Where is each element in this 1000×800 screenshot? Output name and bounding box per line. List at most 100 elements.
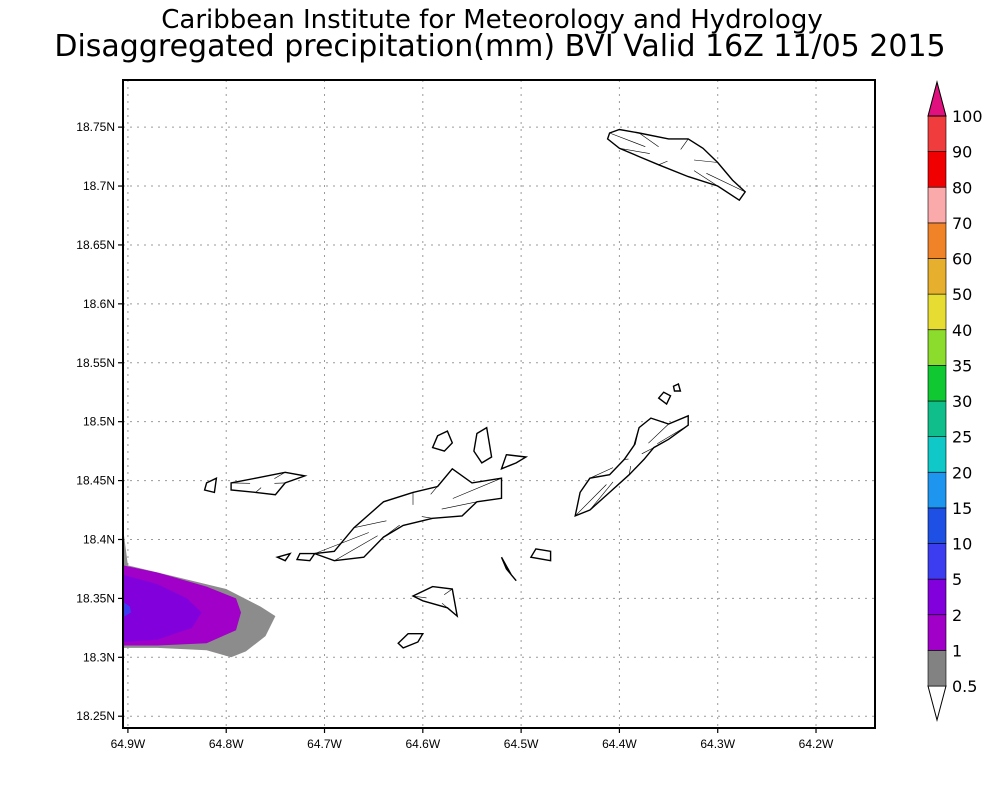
island-outline	[397, 633, 425, 649]
legend-label: 10	[952, 535, 972, 554]
island-boundary-line	[619, 148, 650, 154]
lat-tick-label: 18.4N	[83, 532, 115, 546]
island-sandy-cay	[203, 477, 218, 494]
island-boundary-line	[274, 472, 286, 479]
legend-label: 40	[952, 321, 972, 340]
island-tortola	[314, 467, 503, 562]
legend-label: 35	[952, 356, 972, 375]
legend-color-band	[927, 329, 947, 366]
lon-tick-label: 64.7W	[307, 737, 342, 751]
island-boundary-line	[353, 520, 387, 528]
legend-color-band	[927, 222, 947, 259]
island-little-thatch	[275, 552, 292, 562]
island-outline	[314, 467, 503, 562]
legend-label: 50	[952, 285, 972, 304]
legend-color-band	[927, 614, 947, 651]
legend-label: 20	[952, 463, 972, 482]
legend-label: 30	[952, 392, 972, 411]
islands-layer	[203, 128, 747, 649]
legend-label: 25	[952, 428, 972, 447]
island-boundary-line	[444, 588, 453, 595]
legend-color-band	[927, 650, 947, 687]
legend-label: 100	[952, 107, 983, 126]
island-boundary-line	[383, 524, 400, 538]
lat-tick-label: 18.55N	[76, 356, 115, 370]
island-outline	[672, 383, 682, 392]
island-outline	[411, 585, 459, 618]
island-outline	[574, 414, 689, 518]
island-beef-island	[500, 453, 529, 471]
island-mosquito-island	[657, 391, 672, 406]
lon-tick-label: 64.8W	[209, 737, 244, 751]
island-outline	[500, 453, 529, 471]
legend-color-band	[927, 151, 947, 188]
island-boundary-line	[638, 132, 659, 147]
legend-color-band	[927, 578, 947, 615]
lat-tick-label: 18.65N	[76, 238, 115, 252]
lon-tick-label: 64.3W	[700, 737, 735, 751]
lat-tick-label: 18.25N	[76, 709, 115, 723]
island-boundary-line	[693, 170, 718, 187]
legend-label: 0.5	[952, 677, 977, 696]
island-ginger-island	[529, 548, 552, 562]
legend-color-band	[927, 365, 947, 402]
legend-color-band	[927, 115, 947, 152]
island-boundary-line	[609, 132, 646, 147]
legend-arrow-bottom	[927, 685, 947, 722]
island-boundary-line	[430, 468, 453, 495]
lat-tick-label: 18.45N	[76, 474, 115, 488]
lon-tick-label: 64.2W	[799, 737, 834, 751]
island-boundary-line	[441, 602, 448, 609]
island-outline	[529, 548, 552, 562]
legend-color-band	[927, 258, 947, 295]
island-boundary-line	[452, 477, 502, 499]
legend-color-band	[927, 436, 947, 473]
island-boundary-line	[574, 484, 607, 517]
lon-tick-label: 64.4W	[602, 737, 637, 751]
island-boundary-line	[648, 423, 669, 444]
island-boundary-line	[314, 532, 369, 554]
precipitation-contours	[123, 527, 276, 658]
lat-tick-label: 18.7N	[83, 179, 115, 193]
latitude-axis: 18.25N 18.3N 18.35N 18.4N 18.45N 18.5N 18.55N 1…	[76, 120, 123, 723]
island-necker-island	[672, 383, 682, 392]
legend-color-band	[927, 543, 947, 580]
legend-label: 5	[952, 570, 962, 589]
island-outline	[431, 430, 454, 452]
island-boundary-line	[658, 160, 668, 166]
legend-label: 80	[952, 178, 972, 197]
island-boundary-line	[421, 516, 433, 519]
island-boundary-line	[441, 501, 477, 510]
island-boundary-line	[412, 595, 427, 599]
island-boundary-line	[680, 138, 689, 150]
legend-label: 70	[952, 214, 972, 233]
lat-tick-label: 18.6N	[83, 297, 115, 311]
map-frame	[122, 79, 876, 729]
legend-color-band	[927, 187, 947, 224]
legend-color-band	[927, 293, 947, 331]
lat-tick-label: 18.3N	[83, 650, 115, 664]
legend-color-band	[927, 507, 947, 544]
island-peter-island	[411, 585, 459, 618]
legend-label: 15	[952, 499, 972, 518]
island-boundary-line	[706, 173, 746, 193]
island-outline	[295, 552, 317, 562]
island-boundary-line	[589, 481, 614, 511]
island-boundary-line	[634, 427, 640, 445]
island-virgin-gorda	[574, 414, 689, 518]
island-cooper-island	[500, 556, 517, 582]
legend-label: 90	[952, 143, 972, 162]
legend-label: 1	[952, 641, 962, 660]
lon-tick-label: 64.6W	[405, 737, 440, 751]
island-jost-van-dyke	[230, 471, 308, 496]
island-boundary-line	[255, 487, 262, 493]
island-norman-island	[397, 633, 425, 649]
island-boundary-line	[693, 159, 718, 163]
lat-tick-label: 18.5N	[83, 415, 115, 429]
figure-title-line-2: Disaggregated precipitation(mm) BVI Vali…	[54, 29, 945, 64]
island-boundary-line	[657, 424, 689, 444]
island-boundary-line	[628, 465, 631, 475]
island-outline	[500, 556, 517, 582]
